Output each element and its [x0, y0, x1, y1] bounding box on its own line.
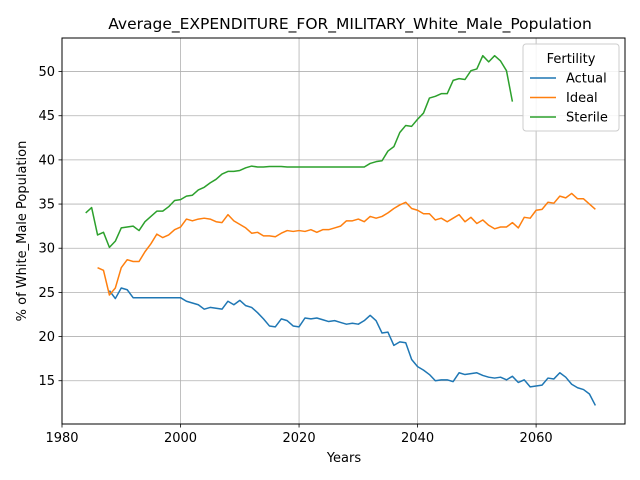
y-tick-label: 50 [38, 65, 55, 80]
x-tick-label: 2020 [283, 431, 316, 446]
series-line-ideal [97, 192, 596, 296]
y-tick-label: 30 [38, 242, 55, 257]
x-tick-label: 2060 [520, 431, 553, 446]
y-tick-label: 15 [38, 374, 55, 389]
y-tick-label: 40 [38, 153, 55, 168]
chart-title: Average_EXPENDITURE_FOR_MILITARY_White_M… [108, 15, 592, 34]
legend-title: Fertility [547, 52, 596, 67]
y-axis-ticks: 15 20 25 30 35 40 45 50 [38, 65, 62, 389]
x-axis-label: Years [326, 451, 362, 466]
x-tick-label: 1980 [45, 431, 78, 446]
y-tick-label: 25 [38, 286, 55, 301]
legend-label-actual: Actual [566, 72, 607, 87]
plot-frame [61, 37, 626, 425]
legend-box [522, 43, 620, 132]
y-axis-label: % of White_Male Population [15, 141, 30, 322]
legend-label-sterile: Sterile [566, 111, 608, 126]
series-lines [85, 54, 597, 406]
x-axis-ticks: 1980 2000 2020 2040 2060 [45, 424, 553, 446]
series-line-actual [108, 287, 597, 406]
legend: Fertility Actual Ideal Sterile [522, 43, 620, 132]
y-tick-label: 20 [38, 330, 55, 345]
y-tick-label: 35 [38, 198, 55, 213]
series-line-sterile [85, 54, 514, 249]
legend-label-ideal: Ideal [566, 91, 598, 106]
legend-items: Actual Ideal Sterile [530, 72, 608, 126]
y-tick-label: 45 [38, 109, 55, 124]
x-tick-label: 2040 [401, 431, 434, 446]
x-tick-label: 2000 [164, 431, 197, 446]
